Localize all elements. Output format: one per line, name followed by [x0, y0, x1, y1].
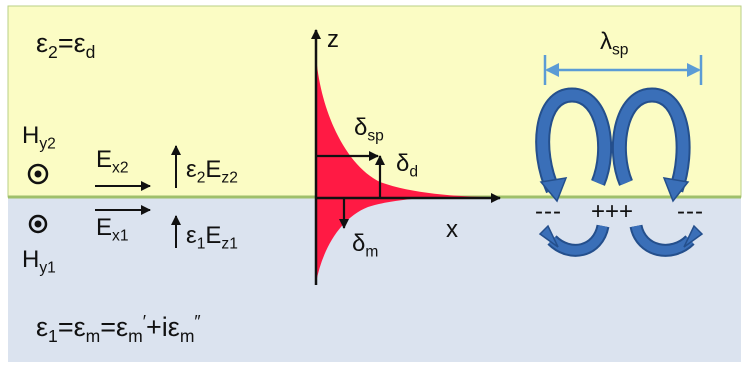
delta-m-label: δm	[352, 230, 379, 261]
metal-region	[8, 197, 741, 362]
ez2-label: ε2Ez2	[186, 156, 238, 187]
metal-arc-right	[629, 224, 704, 257]
charge-positive-center: +++	[591, 198, 634, 225]
metal-permittivity-label: ε1=εm=εm′+iεm″	[36, 311, 201, 347]
hy1-dot-icon	[28, 214, 48, 234]
metal-arc-left	[538, 224, 610, 257]
delta-sp-label: δsp	[354, 114, 384, 145]
z-axis-label: z	[327, 26, 339, 53]
ex2-label: Ex2	[96, 146, 129, 177]
field-profile-metal	[316, 197, 440, 283]
delta-d-label: δd	[396, 150, 419, 181]
lambda-sp-label: λsp	[600, 28, 629, 59]
x-axis-label: x	[446, 216, 458, 243]
hy1-label: Hy1	[22, 246, 56, 277]
hy2-label: Hy2	[22, 122, 56, 153]
charge-negative-right: ---	[677, 198, 704, 225]
charge-negative-left: ---	[535, 198, 562, 225]
ez1-label: ε1Ez1	[186, 222, 238, 253]
field-loop-left	[535, 87, 613, 203]
ex1-label: Ex1	[96, 214, 129, 245]
hy2-dot-icon	[27, 163, 49, 185]
field-loop-right	[611, 87, 691, 203]
dielectric-permittivity-label: ε2=εd	[36, 28, 96, 63]
field-profile-dielectric	[316, 55, 496, 197]
